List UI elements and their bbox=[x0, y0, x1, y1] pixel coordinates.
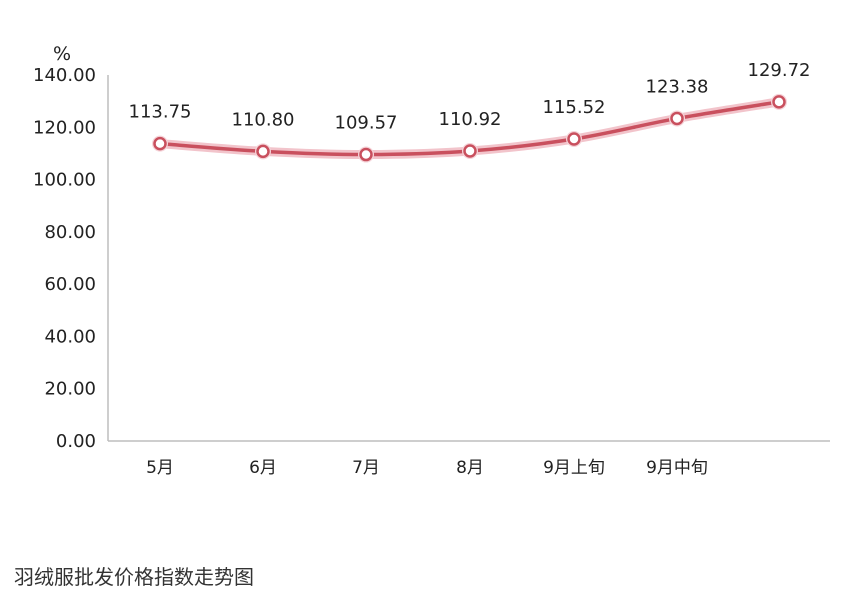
y-tick-label: 40.00 bbox=[44, 326, 96, 347]
data-point bbox=[359, 147, 373, 162]
data-point bbox=[256, 144, 270, 159]
y-tick-label: 60.00 bbox=[44, 274, 96, 295]
data-label: 113.75 bbox=[129, 102, 192, 123]
y-tick-label: 120.00 bbox=[33, 117, 96, 138]
data-label: 115.52 bbox=[543, 97, 606, 118]
x-tick-label: 9月中旬 bbox=[646, 458, 708, 478]
y-tick-label: 140.00 bbox=[33, 65, 96, 86]
data-label: 110.92 bbox=[439, 109, 502, 130]
data-point bbox=[567, 132, 581, 146]
price-index-chart: % 0.00 20.00 40.00 60.00 80.00 100.00 120.00 140… bbox=[33, 43, 830, 478]
x-tick-label: 8月 bbox=[456, 458, 484, 478]
y-tick-label: 80.00 bbox=[44, 222, 96, 243]
x-tick-label: 7月 bbox=[352, 458, 380, 478]
y-axis: % 0.00 20.00 40.00 60.00 80.00 100.00 120.00 140… bbox=[33, 43, 109, 452]
data-labels: 113.75 110.80 109.57 110.92 115.52 123.38 129.… bbox=[129, 60, 811, 134]
data-label: 110.80 bbox=[232, 109, 295, 130]
y-tick-label: 0.00 bbox=[56, 431, 96, 452]
data-point bbox=[153, 136, 167, 151]
x-axis: 5月 6月 7月 8月 9月上旬 9月中旬 bbox=[108, 440, 830, 478]
x-tick-label: 6月 bbox=[249, 458, 277, 478]
y-tick-label: 20.00 bbox=[44, 379, 96, 400]
data-label: 123.38 bbox=[646, 76, 709, 97]
data-point bbox=[670, 111, 684, 126]
data-point bbox=[463, 144, 477, 158]
data-points bbox=[152, 93, 787, 163]
y-tick-label: 100.00 bbox=[33, 170, 96, 191]
x-tick-label: 9月上旬 bbox=[543, 458, 605, 478]
x-tick-label: 5月 bbox=[146, 458, 174, 478]
chart-caption: 羽绒服批发价格指数走势图 bbox=[14, 565, 254, 589]
data-point bbox=[772, 95, 786, 109]
data-label: 129.72 bbox=[748, 60, 811, 81]
y-axis-unit: % bbox=[53, 43, 71, 65]
data-label: 109.57 bbox=[335, 113, 398, 134]
